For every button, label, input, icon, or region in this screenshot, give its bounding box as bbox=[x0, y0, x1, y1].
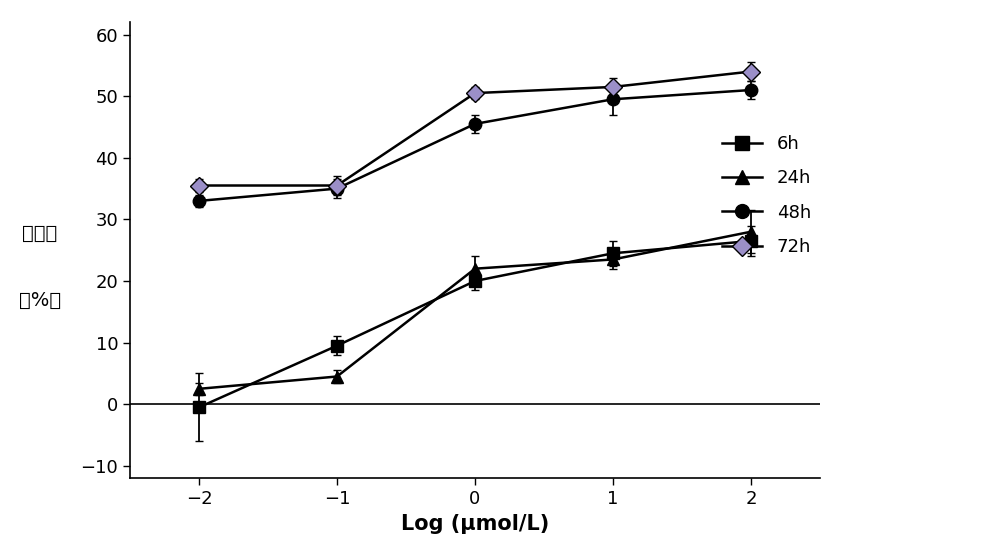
Legend: 6h, 24h, 48h, 72h: 6h, 24h, 48h, 72h bbox=[722, 135, 811, 256]
Text: （%）: （%） bbox=[19, 291, 61, 310]
Text: 抑制率: 抑制率 bbox=[22, 224, 58, 243]
X-axis label: Log (μmol/L): Log (μmol/L) bbox=[401, 514, 549, 534]
